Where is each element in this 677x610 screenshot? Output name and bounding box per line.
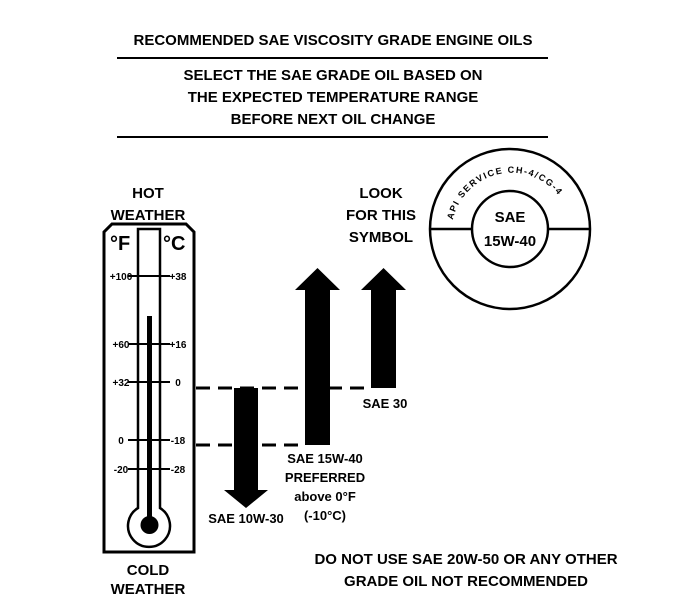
grade-15w40-label: SAE 15W-40 [287,451,363,466]
tick-lines [128,275,170,470]
tick-label-c: -28 [171,465,186,476]
celsius-unit: °C [163,233,185,255]
tick-label-f: -20 [114,465,129,476]
up-arrow-sae30 [361,268,406,388]
thermometer-frame [102,222,196,554]
tick-label-f: +100 [110,272,133,283]
cold-label: WEATHER [111,581,186,598]
grade-sae30-label: SAE 30 [363,396,408,411]
tick-label-f: +60 [113,340,130,351]
grade-15w40-note: (-10°C) [304,508,346,523]
look-label: SYMBOL [349,229,413,246]
look-label: FOR THIS [346,207,416,224]
grade-15w40-note: PREFERRED [285,470,365,485]
tick-label-f: 0 [118,436,124,447]
down-arrow-10w30 [224,388,268,508]
instruction-line: SELECT THE SAE GRADE OIL BASED ON [184,67,483,84]
tick-label-c: +38 [170,272,187,283]
grade-10w30-label: SAE 10W-30 [208,511,284,526]
grade-15w40-note: above 0°F [294,489,356,504]
symbol-grade: 15W-40 [484,233,536,250]
symbol-inner-ring [470,189,550,269]
up-arrow-15w40 [295,268,340,445]
instruction-line: BEFORE NEXT OIL CHANGE [231,111,436,128]
symbol-sae: SAE [495,209,526,226]
api-service-symbol: API SERVICE CH-4/CG-4 SAE 15W-40 [428,147,592,311]
warning-text: DO NOT USE SAE 20W-50 OR ANY OTHER [314,551,617,568]
tick-label-c: 0 [175,378,181,389]
mercury-bulb [140,516,159,534]
warning-text: GRADE OIL NOT RECOMMENDED [344,573,588,590]
hot-label: HOT [132,185,164,202]
fahrenheit-unit: °F [110,233,130,255]
instruction-line: THE EXPECTED TEMPERATURE RANGE [188,89,479,106]
mercury-column [147,316,152,521]
cold-label: COLD [127,562,170,579]
look-label: LOOK [359,185,402,202]
tick-label-c: +16 [170,340,187,351]
hot-label: WEATHER [111,207,186,224]
tick-label-f: +32 [113,378,130,389]
thermometer [102,222,196,554]
tick-label-c: -18 [171,436,186,447]
diagram-title: RECOMMENDED SAE VISCOSITY GRADE ENGINE O… [134,32,533,49]
